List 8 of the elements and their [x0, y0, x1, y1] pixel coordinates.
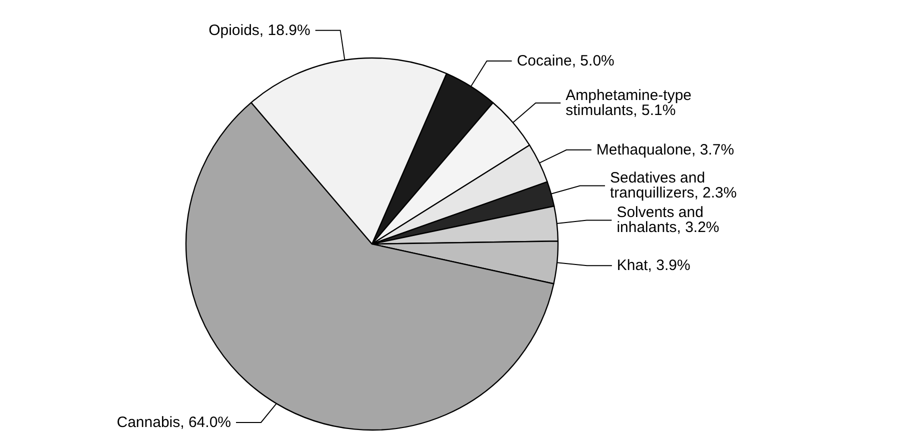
slice-label: Cocaine, 5.0% — [516, 52, 614, 70]
slice-label: Solvents and inhalants, 3.2% — [616, 204, 720, 236]
slice-label: Cannabis, 64.0% — [116, 414, 231, 431]
slice-label: Amphetamine-type stimulants, 5.1% — [566, 86, 696, 119]
slice-label: Opioids, 18.9% — [208, 22, 310, 39]
slice-label: Sedatives and tranquillizers, 2.3% — [610, 170, 737, 202]
slice-label: Khat, 3.9% — [616, 257, 690, 274]
slice-label: Methaqualone, 3.7% — [596, 141, 734, 158]
